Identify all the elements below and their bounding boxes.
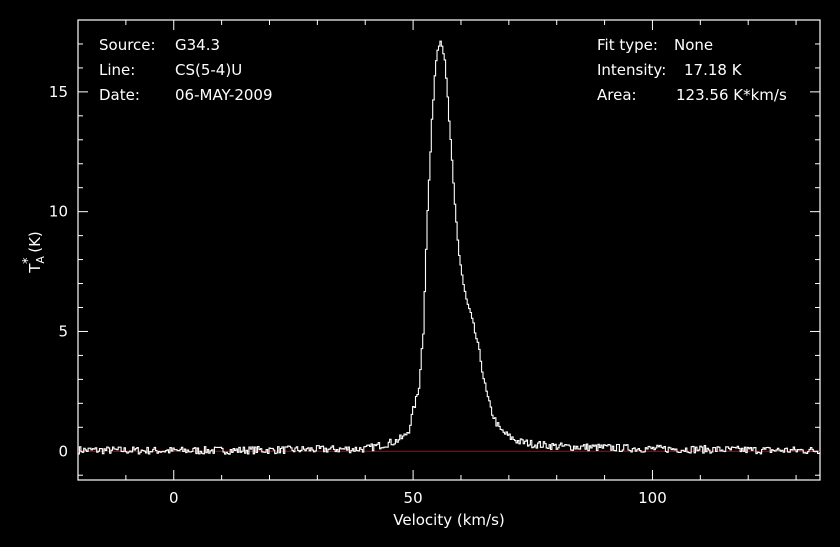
intensity-label: Intensity: (597, 61, 666, 79)
date-value: 06-MAY-2009 (175, 86, 273, 104)
tick-labels: 0 50 100 0 5 10 15 (49, 83, 667, 507)
intensity-value: 17.18 K (684, 61, 743, 79)
spectrum-line (78, 40, 821, 455)
x-tick-label: 0 (169, 489, 179, 507)
x-tick-label: 100 (638, 489, 667, 507)
x-tick-label: 50 (404, 489, 423, 507)
area-value: 123.56 K*km/s (676, 86, 787, 104)
fit-type-value: None (674, 36, 713, 54)
y-tick-label: 5 (58, 322, 68, 340)
line-value: CS(5-4)U (175, 61, 242, 79)
date-label: Date: (99, 86, 140, 104)
y-tick-label: 0 (58, 442, 68, 460)
source-value: G34.3 (175, 36, 220, 54)
x-axis-label: Velocity (km/s) (393, 511, 504, 529)
line-label: Line: (99, 61, 135, 79)
y-axis-label: TA* (K) (21, 231, 47, 274)
y-tick-label: 10 (49, 203, 68, 221)
fit-type-label: Fit type: (597, 36, 658, 54)
axis-ticks (77, 19, 820, 480)
plot-frame (77, 19, 821, 481)
source-label: Source: (99, 36, 156, 54)
y-tick-label: 15 (49, 83, 68, 101)
area-label: Area: (597, 86, 637, 104)
